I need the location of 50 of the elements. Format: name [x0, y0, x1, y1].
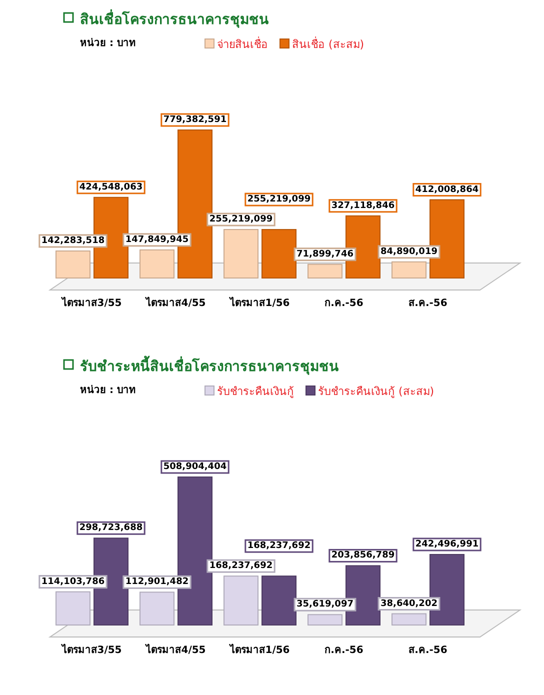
legend-label: รับชำระคืนเงินกู้: [217, 385, 294, 398]
x-tick-label: ก.ค.-56: [324, 645, 364, 656]
data-label: 114,103,786: [41, 576, 105, 587]
bar: [224, 229, 258, 278]
data-label: 112,901,482: [125, 577, 189, 588]
text: หน่วย : บาท: [80, 37, 136, 49]
legend-label: สินเชื่อ (สะสม): [292, 36, 364, 51]
bar: [56, 250, 90, 278]
chart-title: รับชำระหนี้สินเชื่อโครงการธนาคารชุมชน: [80, 355, 339, 375]
data-label: 147,849,945: [125, 234, 189, 245]
chart-title: สินเชื่อโครงการธนาคารชุมชน: [80, 9, 269, 28]
data-label: 71,899,746: [296, 249, 354, 260]
data-label: 412,008,864: [415, 184, 479, 195]
bar: [308, 614, 342, 626]
x-tick-label: ก.ค.-56: [324, 298, 364, 309]
bar: [140, 249, 174, 278]
data-label: 168,237,692: [209, 561, 273, 572]
bar: [308, 264, 342, 278]
legend-label: จ่ายสินเชื่อ: [217, 36, 268, 51]
bar: [224, 576, 258, 626]
bar: [392, 613, 426, 626]
bar: [392, 261, 426, 278]
data-label: 203,856,789: [331, 550, 395, 561]
data-label: 168,237,692: [247, 541, 311, 552]
data-label: 255,219,099: [247, 194, 311, 205]
data-label: 327,118,846: [331, 200, 395, 211]
x-tick-label: ไตรมาส3/55: [61, 296, 122, 309]
bar: [262, 576, 296, 626]
data-label: 424,548,063: [79, 182, 143, 192]
data-label: 35,619,097: [296, 600, 354, 610]
data-label: 255,219,099: [209, 214, 273, 225]
bar: [140, 592, 174, 626]
x-tick-label: ไตรมาส1/56: [229, 296, 290, 309]
text: หน่วย : บาท: [80, 384, 136, 396]
x-tick-label: ส.ค.-56: [408, 645, 448, 656]
bar: [56, 591, 90, 626]
x-tick-label: ส.ค.-56: [408, 298, 448, 309]
data-label: 298,723,688: [79, 523, 143, 534]
legend-label: รับชำระคืนเงินกู้ (สะสม): [318, 385, 434, 398]
data-label: 508,904,404: [163, 462, 227, 472]
data-label: 142,283,518: [41, 236, 105, 246]
data-label: 84,890,019: [380, 246, 438, 257]
bar: [262, 229, 296, 278]
x-tick-label: ไตรมาส4/55: [145, 643, 206, 656]
x-tick-label: ไตรมาส4/55: [145, 296, 206, 309]
data-label: 38,640,202: [380, 598, 438, 609]
x-tick-label: ไตรมาส3/55: [61, 643, 122, 656]
x-tick-label: ไตรมาส1/56: [229, 643, 290, 656]
data-label: 779,382,591: [163, 115, 227, 125]
data-label: 242,496,991: [415, 539, 479, 550]
